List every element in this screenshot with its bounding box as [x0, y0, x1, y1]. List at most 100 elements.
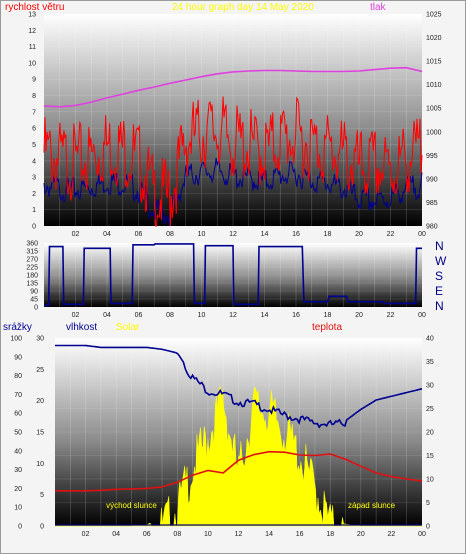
wind-y-tick: 4 [32, 158, 36, 165]
pressure-y-tick: 1020 [426, 35, 442, 42]
humidity-y-tick: 30 [14, 467, 22, 474]
wind-x-tick: 02 [72, 231, 80, 238]
wind-x-tick: 04 [103, 231, 111, 238]
direction-x-tick: 18 [324, 312, 332, 319]
humidity-y-tick: 50 [14, 430, 22, 437]
wind-plot [43, 66, 423, 227]
sun-annotation: západ slunce [348, 501, 396, 510]
direction-x-tick: 10 [198, 312, 206, 319]
climate-x-tick: 00 [418, 531, 426, 538]
climate-x-tick: 18 [326, 531, 334, 538]
rain-y-tick: 0 [40, 524, 44, 531]
temperature-line [55, 450, 423, 492]
direction-y-tick: 360 [26, 241, 38, 248]
wind-x-tick: 18 [324, 231, 332, 238]
humidity-label: vlhkost [66, 322, 97, 333]
humidity-y-tick: 80 [14, 373, 22, 380]
humidity-y-tick: 70 [14, 392, 22, 399]
rain-y-tick: 25 [36, 367, 44, 374]
direction-y-tick: 315 [26, 249, 38, 256]
humidity-y-tick: 90 [14, 354, 22, 361]
direction-x-tick: 04 [103, 312, 111, 319]
pressure-y-tick: 1025 [426, 12, 442, 19]
direction-y-tick: 225 [26, 265, 38, 272]
rain-y-tick: 10 [36, 461, 44, 468]
direction-x-axis: 02 04 06 08 10 12 14 16 18 20 22 00 [72, 312, 426, 319]
wind-y-tick: 11 [29, 44, 36, 51]
temperature-y-tick: 0 [426, 524, 430, 531]
wind-x-tick: 22 [387, 231, 395, 238]
climate-x-tick: 10 [204, 531, 212, 538]
climate-x-tick: 22 [388, 531, 396, 538]
wind-y-tick: 5 [32, 142, 36, 149]
wind-speed-label: rychlost větru [5, 2, 64, 13]
wind-y-tick: 1 [32, 207, 36, 214]
wind-y-tick: 8 [32, 93, 36, 100]
direction-y-tick: 0 [34, 305, 38, 312]
direction-x-tick: 06 [135, 312, 143, 319]
wind-y-tick: 10 [28, 60, 36, 67]
climate-x-tick: 04 [112, 531, 120, 538]
wind-x-tick: 20 [355, 231, 363, 238]
solar-area [55, 386, 422, 527]
climate-panel: srážky vlhkost Solar teplota 01020304050… [3, 322, 434, 538]
humidity-y-tick: 20 [14, 486, 22, 493]
direction-y-tick: 90 [30, 289, 38, 296]
direction-x-tick: 08 [166, 312, 174, 319]
direction-x-tick: 22 [387, 312, 395, 319]
temperature-y-tick: 35 [426, 359, 434, 366]
compass-label: N [435, 299, 444, 313]
solar-label: Solar [116, 322, 140, 333]
wind-x-tick: 14 [261, 231, 269, 238]
humidity-y-tick: 10 [14, 505, 22, 512]
pressure-y-tick: 1015 [426, 59, 442, 66]
direction-y-tick: 180 [26, 273, 38, 280]
pressure-y-tick: 995 [426, 153, 438, 160]
direction-y-tick: 270 [26, 257, 38, 264]
pressure-y-tick: 985 [426, 200, 438, 207]
pressure-line [43, 66, 423, 108]
wind-y-tick: 0 [32, 224, 36, 231]
rain-solar-y-axis: 0 5 10 15 20 25 30 [36, 336, 44, 531]
wind-y-tick: 6 [32, 126, 36, 133]
direction-y-tick: 45 [30, 297, 38, 304]
climate-x-axis: 02 04 06 08 10 12 14 16 18 20 22 00 [82, 531, 426, 538]
wind-y-tick: 7 [32, 109, 36, 116]
rain-y-tick: 30 [36, 336, 44, 343]
compass-label: E [435, 284, 443, 298]
wind-x-tick: 08 [166, 231, 174, 238]
direction-x-tick: 12 [229, 312, 237, 319]
direction-x-tick: 16 [292, 312, 300, 319]
wind-y-tick: 3 [32, 175, 36, 182]
wind-x-tick: 12 [229, 231, 237, 238]
direction-plot [44, 243, 422, 306]
wind-x-tick: 06 [135, 231, 143, 238]
humidity-y-axis: 0 10 20 30 40 50 60 70 80 90 100 [10, 336, 22, 531]
humidity-y-tick: 100 [10, 336, 22, 343]
humidity-y-tick: 60 [14, 411, 22, 418]
humidity-y-tick: 40 [14, 448, 22, 455]
temperature-y-tick: 20 [426, 430, 434, 437]
temperature-y-tick: 15 [426, 453, 434, 460]
climate-x-tick: 14 [265, 531, 273, 538]
direction-x-tick: 02 [72, 312, 80, 319]
rain-y-tick: 20 [36, 398, 44, 405]
pressure-y-tick: 1010 [426, 82, 442, 89]
wind-x-axis: 02 04 06 08 10 12 14 16 18 20 22 00 [72, 231, 426, 238]
rain-label: srážky [3, 322, 32, 333]
sun-annotation: východ slunce [106, 501, 157, 510]
compass-label: S [435, 269, 443, 283]
direction-x-tick: 20 [355, 312, 363, 319]
wind-pressure-panel: rychlost větru 24 hour graph day 14 May … [5, 2, 442, 238]
chart-title: 24 hour graph day 14 May 2020 [172, 2, 314, 13]
climate-x-tick: 08 [173, 531, 181, 538]
rain-y-tick: 5 [40, 492, 44, 499]
temperature-y-tick: 10 [426, 477, 434, 484]
temperature-y-axis: 0 5 10 15 20 25 30 35 40 [426, 336, 434, 531]
climate-x-tick: 06 [143, 531, 151, 538]
climate-x-tick: 20 [357, 531, 365, 538]
temperature-y-tick: 25 [426, 406, 434, 413]
